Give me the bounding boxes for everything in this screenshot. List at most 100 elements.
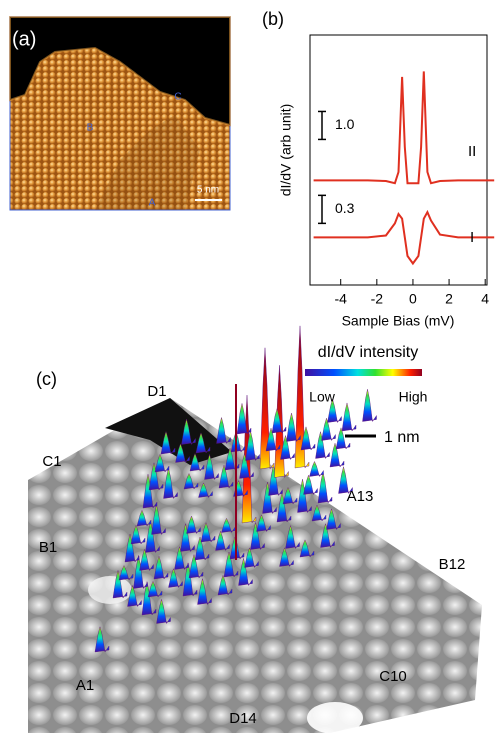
spectrum-spike: [276, 492, 292, 523]
site-label: A13: [347, 488, 374, 505]
plot-frame: [309, 34, 488, 286]
point-label: C: [174, 92, 181, 103]
point-label: B: [87, 123, 94, 134]
spectrum-spike: [265, 427, 281, 452]
spectrum-spike: [321, 417, 336, 442]
spectrum-spike: [198, 482, 213, 498]
spectrum-spike: [230, 431, 246, 453]
spectrum-spike: [317, 471, 333, 504]
spectrum-spike: [286, 413, 301, 443]
spectrum-spike: [153, 555, 169, 580]
spectrum-spike: [160, 430, 176, 455]
spectrum-spike: [315, 431, 330, 460]
y-axis-label: dI/dV (arb unit): [278, 104, 294, 197]
spectrum-spike: [362, 389, 377, 423]
spectrum-spike: [197, 577, 212, 606]
spectrum-spike: [118, 565, 134, 581]
spectrum-spike: [303, 474, 318, 496]
spectrum-spike: [218, 464, 234, 489]
series-label: I: [470, 229, 474, 246]
panel-label: (a): [12, 28, 36, 50]
scale-bar-label: 1 nm: [384, 429, 420, 446]
spectrum-spike: [148, 462, 164, 491]
spectrum-spike: [335, 427, 351, 450]
spectrum-spike: [130, 524, 146, 545]
spectrum-spike: [183, 472, 199, 490]
x-tick-label: -2: [371, 291, 384, 307]
spectrum-spike: [127, 584, 142, 608]
spectrum-spike: [174, 546, 189, 571]
spectrum-spike: [186, 515, 201, 534]
spectrum-spike: [236, 403, 252, 435]
spectrum-spike: [294, 325, 310, 469]
spectrum-spike: [180, 523, 195, 553]
spectrum-spike: [309, 460, 324, 477]
spectrum-spike: [142, 474, 158, 509]
site-label: A1: [76, 677, 94, 694]
site-label: B1: [39, 539, 57, 556]
spectrum-spike: [244, 547, 259, 569]
spectrum-spike: [285, 524, 300, 550]
spectrum-spike: [154, 453, 170, 473]
spectrum-spike: [297, 479, 312, 514]
spectrum-spike: [124, 533, 140, 563]
spectrum-spike: [204, 453, 219, 481]
panel-label: (b): [262, 9, 284, 29]
x-tick-label: 2: [445, 291, 453, 307]
spectrum-spike: [320, 523, 335, 549]
spectrum-spike: [133, 555, 148, 590]
spectra-decoration: [94, 325, 377, 653]
spectrum-spike: [217, 574, 233, 596]
spectrum-spike: [238, 558, 253, 587]
site-label: C1: [42, 453, 61, 470]
colorbar-low: Low: [309, 389, 336, 405]
stm-3d-surface: [28, 398, 482, 733]
spectrum-spike: [168, 568, 183, 588]
spectrum-spike: [94, 626, 110, 653]
spectrum-spike: [175, 443, 190, 463]
site-label: B12: [439, 556, 466, 573]
spectrum-curve: [313, 71, 495, 185]
panel-label: (c): [36, 369, 57, 389]
spectrum-spike: [280, 434, 295, 461]
spectrum-spike: [341, 402, 357, 432]
site-label: D14: [229, 710, 257, 727]
scale-bar-label: 0.3: [335, 200, 355, 216]
spectrum-spike: [112, 570, 128, 599]
spectrum-spike: [156, 598, 171, 625]
spectrum-spike: [245, 430, 260, 462]
colorbar-high: High: [399, 389, 428, 405]
spectrum-spike: [147, 580, 163, 598]
spectrum-spike: [136, 509, 152, 527]
x-axis-label: Sample Bias (mV): [342, 313, 455, 329]
spectrum-spike: [216, 417, 231, 445]
stm-image: [9, 16, 231, 211]
x-tick-label: 0: [409, 291, 417, 307]
spectrum-spike: [223, 551, 239, 578]
spectrum-spike: [338, 466, 353, 495]
colorbar: [305, 369, 422, 376]
spectrum-spike: [299, 539, 315, 558]
spectrum-spike: [259, 347, 275, 470]
spectrum-spike: [239, 452, 254, 480]
spectrum-spike: [282, 486, 298, 505]
spectrum-spike: [151, 504, 166, 536]
spectrum-spike: [224, 447, 240, 471]
spectrum-spike: [256, 514, 271, 532]
spectrum-spike: [215, 530, 230, 552]
spectrum-spike: [189, 453, 205, 472]
spectrum-spike: [271, 407, 287, 434]
spectrum-spike: [182, 562, 198, 597]
site-label: C10: [379, 668, 407, 685]
spectrum-spike: [250, 522, 265, 551]
point-label: A: [149, 198, 156, 209]
spectrum-spike: [329, 442, 345, 468]
spectrum-spike: [163, 467, 178, 500]
spectrum-spike: [141, 581, 157, 616]
spectrum-spike: [195, 432, 211, 454]
site-label: D1: [147, 383, 166, 400]
scale-bar-label: 1.0: [335, 116, 355, 132]
spectrum-spike: [262, 482, 277, 515]
